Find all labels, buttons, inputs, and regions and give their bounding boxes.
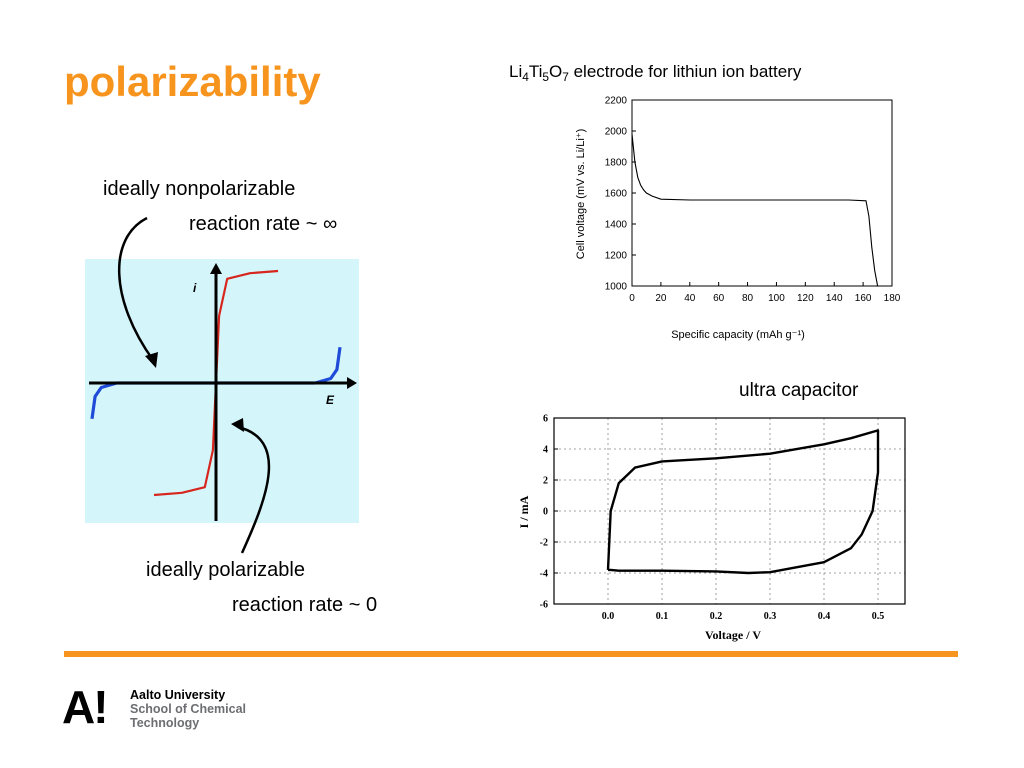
battery-y-axis-label: Cell voltage (mV vs. Li/Li⁺) xyxy=(575,129,587,260)
org-name-line1: Aalto University xyxy=(130,688,226,702)
battery-y-tick-label: 1400 xyxy=(605,220,628,231)
battery-y-tick-label: 1000 xyxy=(605,282,628,293)
aalto-logo: A! xyxy=(62,681,109,733)
capacitor-y-tick-label: -2 xyxy=(540,538,548,549)
org-name-block: Aalto University School of Chemical Tech… xyxy=(130,688,246,730)
capacitor-y-tick-label: 0 xyxy=(543,507,548,518)
capacitor-x-axis-label: Voltage / V xyxy=(705,628,761,642)
capacitor-x-tick-label: 0.2 xyxy=(710,611,723,622)
i-axis-label: i xyxy=(193,281,197,295)
battery-x-tick-label: 60 xyxy=(713,293,725,304)
battery-x-tick-label: 80 xyxy=(742,293,754,304)
nonpolarizable-rate: reaction rate ~ ∞ xyxy=(189,213,338,235)
battery-voltage-chart: 0 20 40 60 80 100 120 140 160 180 1000 1200 1400 1600… xyxy=(575,96,901,342)
battery-x-tick-label: 40 xyxy=(684,293,696,304)
nonpolarizable-label: ideally nonpolarizable xyxy=(103,178,296,200)
battery-y-tick-label: 2000 xyxy=(605,127,628,138)
i-axis-arrow xyxy=(210,263,222,274)
capacitor-x-tick-label: 0.4 xyxy=(818,611,831,622)
battery-y-tick-label: 2200 xyxy=(605,96,628,107)
org-name-line2: School of Chemical xyxy=(130,702,246,716)
footer-rule xyxy=(64,651,958,657)
schematic-ie-chart: i E xyxy=(85,259,359,523)
capacitor-y-axis-label: I / mA xyxy=(517,495,531,528)
battery-discharge-curve xyxy=(631,134,879,287)
capacitor-y-tick-label: 4 xyxy=(543,445,548,456)
polarizable-rate: reaction rate ~ 0 xyxy=(232,594,378,616)
battery-x-tick-label: 160 xyxy=(855,293,872,304)
battery-chart-caption: Li4Ti5O7 electrode for lithiun ion batte… xyxy=(509,62,802,84)
capacitor-x-tick-label: 0.1 xyxy=(656,611,669,622)
battery-x-tick-label: 0 xyxy=(629,293,635,304)
capacitor-y-tick-label: -6 xyxy=(540,600,548,611)
battery-x-tick-label: 20 xyxy=(655,293,667,304)
battery-plot-frame xyxy=(631,99,893,287)
org-name-line3: Technology xyxy=(130,716,200,730)
battery-x-tick-label: 100 xyxy=(768,293,785,304)
polarizable-label: ideally polarizable xyxy=(146,559,305,581)
capacitor-x-tick-label: 0.0 xyxy=(602,611,615,622)
e-axis-label: E xyxy=(326,393,335,407)
capacitor-chart-caption: ultra capacitor xyxy=(739,380,859,401)
slide-title: polarizability xyxy=(64,58,321,105)
battery-x-tick-label: 120 xyxy=(797,293,814,304)
capacitor-x-tick-label: 0.5 xyxy=(872,611,885,622)
capacitor-x-tick-label: 0.3 xyxy=(764,611,777,622)
battery-y-tick-label: 1800 xyxy=(605,158,628,169)
battery-y-tick-label: 1200 xyxy=(605,251,628,262)
capacitor-y-tick-label: 2 xyxy=(543,476,548,487)
capacitor-y-tick-label: 6 xyxy=(543,414,548,425)
battery-x-tick-label: 180 xyxy=(884,293,901,304)
battery-y-tick-label: 1600 xyxy=(605,189,628,200)
capacitor-y-tick-label: -4 xyxy=(540,569,548,580)
capacitor-cv-loop xyxy=(606,429,880,575)
e-axis-arrow xyxy=(347,377,357,389)
battery-x-tick-label: 140 xyxy=(826,293,843,304)
battery-x-axis-label: Specific capacity (mAh g⁻¹) xyxy=(671,329,805,341)
capacitor-cv-chart: 0.0 0.1 0.2 0.3 0.4 0.5 -6 -4 -2 0 2 4 6 Voltage / V… xyxy=(517,414,906,642)
